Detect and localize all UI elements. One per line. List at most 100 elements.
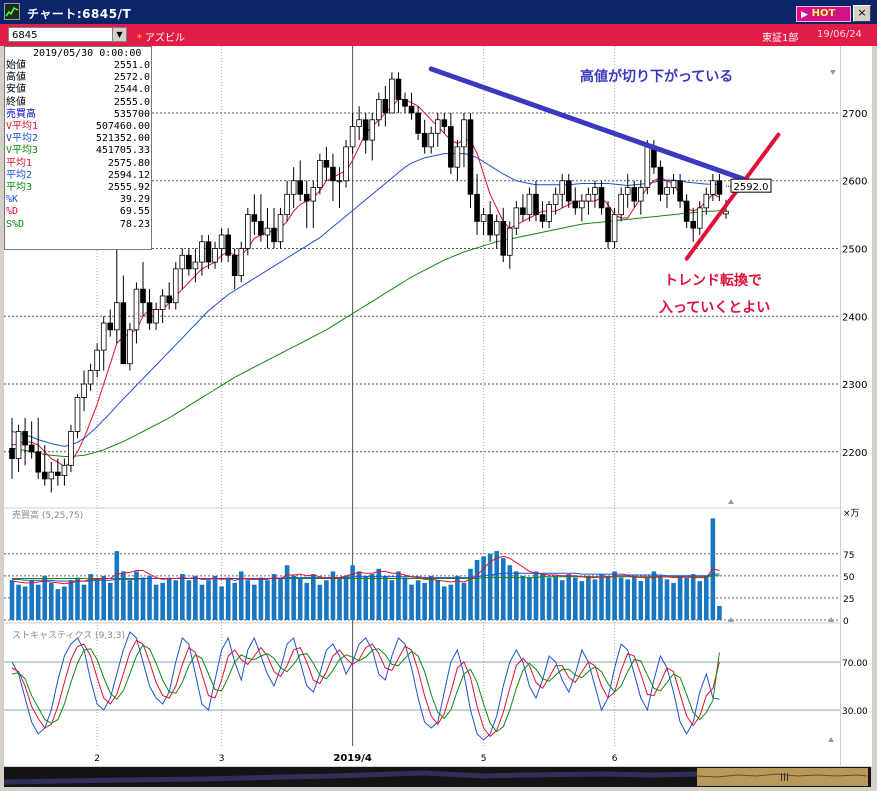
volume-bar <box>147 575 152 620</box>
info-row: V平均1 507460.00 <box>6 121 150 133</box>
volume-bar <box>664 579 670 620</box>
candle-body <box>28 444 35 453</box>
volume-bar <box>29 580 34 620</box>
candle-body <box>55 471 61 476</box>
candle-body <box>716 180 723 195</box>
volume-bar <box>658 575 663 620</box>
volume-bar <box>62 586 67 620</box>
price-tick-label: 2400 <box>842 312 867 323</box>
info-key: V平均1 <box>6 121 39 132</box>
candle-body <box>690 221 696 229</box>
hot-button[interactable]: ▶ HOT <box>796 6 851 22</box>
scroll-marker-icon <box>728 499 734 504</box>
volume-bar <box>396 571 401 620</box>
candle-body <box>644 146 651 188</box>
info-key: %K <box>6 194 19 206</box>
candle-body <box>500 221 507 256</box>
volume-bar <box>225 577 231 620</box>
candle-body <box>375 99 382 121</box>
annotation-entry: 入っていくとよい <box>659 300 770 316</box>
volume-bar <box>350 565 355 620</box>
candle-body <box>395 78 402 100</box>
volume-unit-label: ×万 <box>843 509 860 519</box>
volume-bar <box>35 584 41 620</box>
volume-bar <box>284 565 290 620</box>
volume-bar <box>507 565 513 620</box>
stock-code-input[interactable]: 6845 <box>8 27 126 42</box>
volume-bar <box>311 574 316 620</box>
info-row: 安値 2544.0 <box>6 84 150 96</box>
volume-bar <box>101 575 106 620</box>
candle-body <box>68 431 74 466</box>
volume-bar <box>376 568 382 620</box>
volume-bar <box>402 577 408 620</box>
candle-body <box>624 187 631 195</box>
volume-bar <box>121 571 126 620</box>
candle-body <box>87 370 94 385</box>
candle-body <box>205 241 212 263</box>
volume-bar <box>134 571 139 620</box>
volume-bar <box>527 577 532 620</box>
volume-bar <box>219 586 224 620</box>
candle-body <box>277 214 284 243</box>
info-row: 売買高 535700 <box>6 109 150 121</box>
candle-body <box>677 180 683 202</box>
candle-body <box>428 132 434 148</box>
info-key: 始値 <box>6 60 26 71</box>
star-icon: * <box>137 33 142 44</box>
close-button[interactable]: × <box>853 5 871 22</box>
candle-body <box>284 193 290 216</box>
candle-body <box>94 349 100 371</box>
volume-bar <box>428 575 434 620</box>
volume-bar <box>422 582 427 620</box>
volume-bar <box>566 574 572 620</box>
price-tick-label: 2300 <box>842 380 867 391</box>
volume-bar <box>324 580 329 620</box>
candle-body <box>107 322 114 331</box>
chart-app-icon <box>4 3 20 20</box>
candle-body <box>231 254 238 277</box>
volume-bar <box>599 574 604 620</box>
stoch-sd-line <box>11 644 720 733</box>
volume-bar <box>356 571 362 620</box>
candle-body <box>461 119 467 148</box>
volume-bar <box>238 571 244 620</box>
volume-bar <box>49 582 54 620</box>
candle-body <box>389 78 395 114</box>
volume-bar <box>573 577 578 620</box>
volume-ma2-line <box>12 572 720 582</box>
candle-body <box>166 295 173 304</box>
volume-bar <box>671 582 676 620</box>
volume-bar <box>369 574 375 620</box>
volume-bar <box>16 584 21 620</box>
volume-bar <box>677 575 683 620</box>
volume-bar <box>258 577 264 620</box>
candle-body <box>710 180 716 195</box>
candle-body <box>140 288 146 304</box>
info-key: V平均2 <box>6 133 39 145</box>
info-value: 2572.0 <box>113 72 150 84</box>
volume-bar <box>186 580 192 620</box>
volume-bar <box>42 575 48 620</box>
price-tick-label: 2200 <box>842 448 867 459</box>
candle-body <box>349 126 356 148</box>
candle-body <box>310 187 317 202</box>
candle-body <box>696 207 703 229</box>
candle-body <box>258 221 264 236</box>
candle-body <box>723 210 729 215</box>
company-name: * アズビル <box>137 29 185 44</box>
candle-body <box>127 329 133 365</box>
info-value: 535700 <box>113 108 150 120</box>
info-key: V平均3 <box>6 145 39 157</box>
chevron-down-icon: ▼ <box>116 30 123 39</box>
volume-bar <box>409 584 414 620</box>
volume-bar <box>291 575 296 620</box>
candle-body <box>297 180 303 195</box>
time-scrollbar[interactable] <box>3 767 871 787</box>
stock-code-dropdown-button[interactable]: ▼ <box>112 27 127 42</box>
volume-bar <box>107 582 113 620</box>
volume-tick-label: 75 <box>843 551 854 561</box>
candle-body <box>61 464 68 476</box>
scrollbar-thumb[interactable] <box>696 768 868 786</box>
candle-body <box>186 254 192 270</box>
